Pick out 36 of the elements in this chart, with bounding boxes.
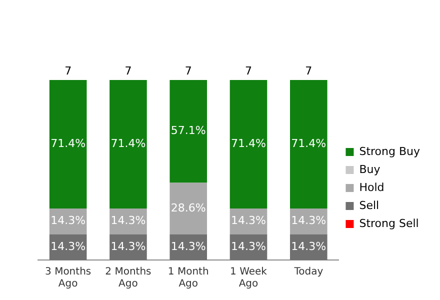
data-label: 71.4% <box>50 137 86 150</box>
data-label: 14.3% <box>170 240 206 253</box>
x-tick-label: 1 Month Ago <box>168 266 209 290</box>
data-label: 71.4% <box>110 137 146 150</box>
bar <box>290 80 328 209</box>
data-label: 14.3% <box>110 240 146 253</box>
data-label: 14.3% <box>291 240 326 253</box>
x-tick-label: 1 Week Ago <box>230 266 268 290</box>
bar <box>230 80 268 209</box>
legend-label: Sell <box>359 198 380 212</box>
data-label: 14.3% <box>231 214 266 228</box>
data-label: 14.3% <box>291 214 326 228</box>
bar <box>170 80 207 183</box>
data-label: 71.4% <box>231 137 266 150</box>
annotation: 7 <box>305 64 312 78</box>
data-label: 57.1% <box>170 124 206 138</box>
bar <box>110 80 147 209</box>
legend-label: Strong Sell <box>359 216 419 230</box>
data-label: 14.3% <box>231 240 266 253</box>
annotation: 7 <box>124 64 132 78</box>
bar <box>170 182 207 234</box>
x-tick-label: 2 Months Ago <box>105 266 152 290</box>
legend-label: Strong Buy <box>359 144 420 158</box>
annotation: 7 <box>245 64 252 78</box>
data-label: 14.3% <box>110 214 146 228</box>
annotation: 7 <box>64 64 72 78</box>
legend-label: Hold <box>359 180 384 194</box>
data-label: 28.6% <box>170 201 206 214</box>
bar <box>49 80 87 209</box>
annotation: 7 <box>184 64 192 78</box>
x-tick-label: Today <box>293 266 324 278</box>
x-tick-label: 3 Months Ago <box>45 266 92 290</box>
legend-label: Buy <box>359 162 381 176</box>
data-label: 71.4% <box>291 137 326 150</box>
data-label: 14.3% <box>50 214 86 228</box>
data-label: 14.3% <box>50 240 86 253</box>
